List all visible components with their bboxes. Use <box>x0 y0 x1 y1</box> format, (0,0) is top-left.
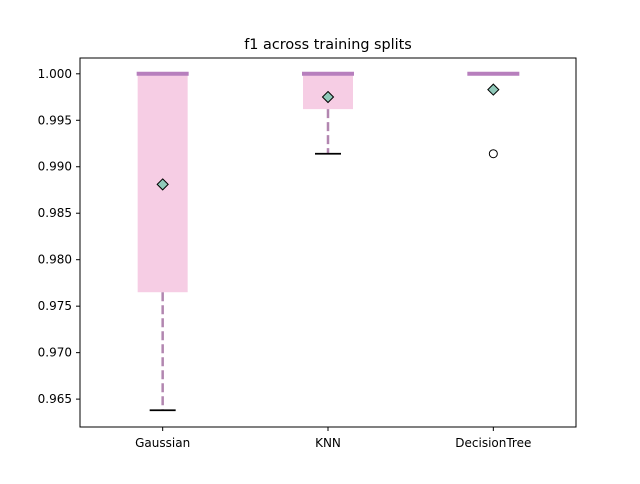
chart-title: f1 across training splits <box>244 37 412 53</box>
x-tick-label: Gaussian <box>135 436 190 450</box>
y-tick-label: 0.970 <box>38 346 72 360</box>
plot-area <box>136 71 520 412</box>
y-tick-label: 0.980 <box>38 253 72 267</box>
mean-marker <box>321 90 335 104</box>
box-group-knn <box>302 71 354 155</box>
y-tick-label: 0.965 <box>38 392 72 406</box>
outlier-point <box>488 149 498 159</box>
mean-marker <box>156 178 169 191</box>
y-tick-label: 0.990 <box>38 160 72 174</box>
y-tick-label: 0.985 <box>38 206 72 220</box>
box-group-gaussian <box>136 71 189 412</box>
x-tick-label: KNN <box>315 436 341 450</box>
y-tick-label: 1.000 <box>38 67 72 81</box>
y-tick-label: 0.975 <box>38 299 72 313</box>
y-tick-label: 0.995 <box>38 113 72 127</box>
x-tick-label: DecisionTree <box>455 436 531 450</box>
box-group-decisiontree <box>467 71 520 159</box>
axes: 0.965 0.970 0.975 0.980 0.985 0.990 0.995 1.000… <box>38 57 577 450</box>
mean-marker <box>487 83 500 96</box>
